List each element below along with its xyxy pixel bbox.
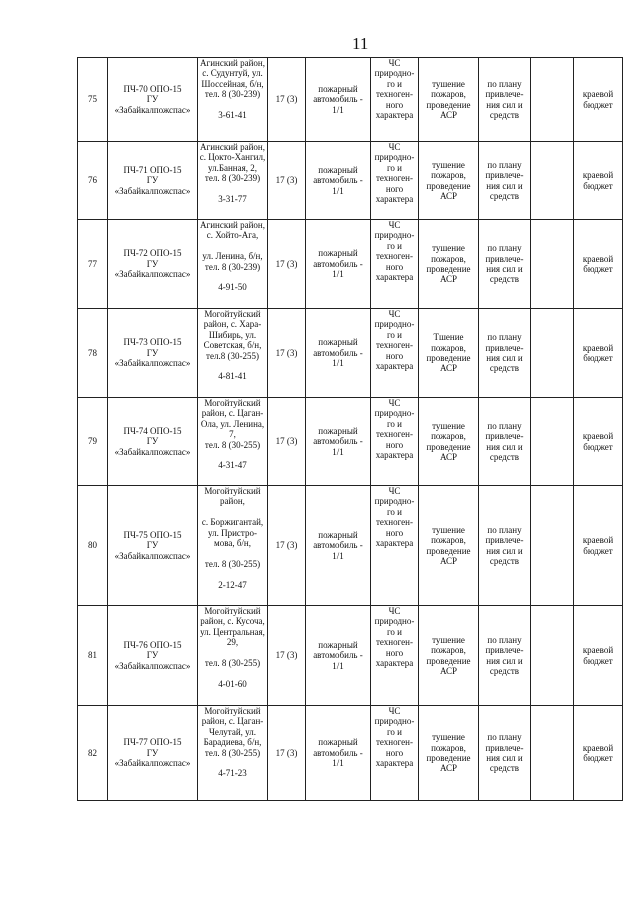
fire-units-table: 75 ПЧ-70 ОПО-15 ГУ «Забайкалпожспас» Агинс… bbox=[77, 57, 623, 801]
empty-cell-cell bbox=[530, 397, 574, 486]
unit-name-cell: ПЧ-77 ОПО-15 ГУ «Забайкалпожспас» bbox=[107, 705, 198, 801]
staff-count-cell: 17 (3) bbox=[267, 605, 306, 706]
deployment-plan-cell: по плану привлече- ния сил и средств bbox=[478, 705, 531, 801]
staff-count-cell: 17 (3) bbox=[267, 705, 306, 801]
address-cell: Агинский район, с. Хойто-Ага, ул. Ленина… bbox=[197, 219, 268, 309]
vehicle-cell: пожарный автомобиль - 1/1 bbox=[305, 308, 371, 398]
empty-cell-cell bbox=[530, 219, 574, 309]
address-cell: Агинский район, с. Цокто-Хангил, ул.Банн… bbox=[197, 141, 268, 220]
emergency-type-cell: ЧС природно- го и техноген- ного характе… bbox=[370, 397, 419, 486]
deployment-plan-cell: по плану привлече- ния сил и средств bbox=[478, 57, 531, 142]
page-number: 11 bbox=[352, 34, 369, 53]
vehicle-cell: пожарный автомобиль - 1/1 bbox=[305, 219, 371, 309]
vehicle-cell: пожарный автомобиль - 1/1 bbox=[305, 485, 371, 606]
deployment-plan-cell: по плану привлече- ния сил и средств bbox=[478, 219, 531, 309]
empty-cell-cell bbox=[530, 485, 574, 606]
table-row: 81 ПЧ-76 ОПО-15 ГУ «Забайкалпожспас» Могой… bbox=[77, 605, 623, 706]
funding-source-cell: краевой бюджет bbox=[573, 605, 623, 706]
unit-name-cell: ПЧ-70 ОПО-15 ГУ «Забайкалпожспас» bbox=[107, 57, 198, 142]
funding-source-cell: краевой бюджет bbox=[573, 705, 623, 801]
funding-source-cell: краевой бюджет bbox=[573, 141, 623, 220]
address-cell: Могойтуйский район, с. Цаган- Челутай, у… bbox=[197, 705, 268, 801]
address-cell: Могойтуйский район, с. Цаган- Ола, ул. Л… bbox=[197, 397, 268, 486]
funding-source-cell: краевой бюджет bbox=[573, 397, 623, 486]
funding-source-cell: краевой бюджет bbox=[573, 57, 623, 142]
unit-name-cell: ПЧ-73 ОПО-15 ГУ «Забайкалпожспас» bbox=[107, 308, 198, 398]
unit-name-cell: ПЧ-76 ОПО-15 ГУ «Забайкалпожспас» bbox=[107, 605, 198, 706]
funding-source-cell: краевой бюджет bbox=[573, 485, 623, 606]
empty-cell-cell bbox=[530, 605, 574, 706]
deployment-plan-cell: по плану привлече- ния сил и средств bbox=[478, 308, 531, 398]
table-row: 82 ПЧ-77 ОПО-15 ГУ «Забайкалпожспас» Могой… bbox=[77, 705, 623, 801]
unit-name-cell: ПЧ-75 ОПО-15 ГУ «Забайкалпожспас» bbox=[107, 485, 198, 606]
row-number-cell: 77 bbox=[77, 219, 108, 309]
row-number-cell: 75 bbox=[77, 57, 108, 142]
emergency-type-cell: ЧС природно- го и техноген- ного характе… bbox=[370, 308, 419, 398]
table-row: 79 ПЧ-74 ОПО-15 ГУ «Забайкалпожспас» Могой… bbox=[77, 397, 623, 486]
vehicle-cell: пожарный автомобиль - 1/1 bbox=[305, 141, 371, 220]
emergency-type-cell: ЧС природно- го и техноген- ного характе… bbox=[370, 141, 419, 220]
deployment-plan-cell: по плану привлече- ния сил и средств bbox=[478, 605, 531, 706]
staff-count-cell: 17 (3) bbox=[267, 485, 306, 606]
unit-name-cell: ПЧ-71 ОПО-15 ГУ «Забайкалпожспас» bbox=[107, 141, 198, 220]
table-row: 75 ПЧ-70 ОПО-15 ГУ «Забайкалпожспас» Агинс… bbox=[77, 57, 623, 142]
vehicle-cell: пожарный автомобиль - 1/1 bbox=[305, 57, 371, 142]
tasks-cell: тушение пожаров, проведение АСР bbox=[418, 705, 479, 801]
staff-count-cell: 17 (3) bbox=[267, 141, 306, 220]
staff-count-cell: 17 (3) bbox=[267, 219, 306, 309]
empty-cell-cell bbox=[530, 705, 574, 801]
funding-source-cell: краевой бюджет bbox=[573, 308, 623, 398]
address-cell: Могойтуйский район, с. Боржигантай, ул. … bbox=[197, 485, 268, 606]
staff-count-cell: 17 (3) bbox=[267, 308, 306, 398]
tasks-cell: тушение пожаров, проведение АСР bbox=[418, 141, 479, 220]
deployment-plan-cell: по плану привлече- ния сил и средств bbox=[478, 397, 531, 486]
row-number-cell: 79 bbox=[77, 397, 108, 486]
empty-cell-cell bbox=[530, 308, 574, 398]
tasks-cell: тушение пожаров, проведение АСР bbox=[418, 219, 479, 309]
vehicle-cell: пожарный автомобиль - 1/1 bbox=[305, 605, 371, 706]
emergency-type-cell: ЧС природно- го и техноген- ного характе… bbox=[370, 219, 419, 309]
table-row: 78 ПЧ-73 ОПО-15 ГУ «Забайкалпожспас» Могой… bbox=[77, 308, 623, 398]
table-row: 77 ПЧ-72 ОПО-15 ГУ «Забайкалпожспас» Агинс… bbox=[77, 219, 623, 309]
tasks-cell: тушение пожаров, проведение АСР bbox=[418, 397, 479, 486]
address-cell: Могойтуйский район, с. Хара- Шибирь, ул.… bbox=[197, 308, 268, 398]
empty-cell-cell bbox=[530, 141, 574, 220]
staff-count-cell: 17 (3) bbox=[267, 57, 306, 142]
tasks-cell: тушение пожаров, проведение АСР bbox=[418, 485, 479, 606]
table-row: 80 ПЧ-75 ОПО-15 ГУ «Забайкалпожспас» Могой… bbox=[77, 485, 623, 606]
tasks-cell: тушение пожаров, проведение АСР bbox=[418, 57, 479, 142]
unit-name-cell: ПЧ-72 ОПО-15 ГУ «Забайкалпожспас» bbox=[107, 219, 198, 309]
deployment-plan-cell: по плану привлече- ния сил и средств bbox=[478, 141, 531, 220]
emergency-type-cell: ЧС природно- го и техноген- ного характе… bbox=[370, 705, 419, 801]
vehicle-cell: пожарный автомобиль - 1/1 bbox=[305, 705, 371, 801]
deployment-plan-cell: по плану привлече- ния сил и средств bbox=[478, 485, 531, 606]
tasks-cell: тушение пожаров, проведение АСР bbox=[418, 605, 479, 706]
table-row: 76 ПЧ-71 ОПО-15 ГУ «Забайкалпожспас» Агинс… bbox=[77, 141, 623, 220]
row-number-cell: 78 bbox=[77, 308, 108, 398]
staff-count-cell: 17 (3) bbox=[267, 397, 306, 486]
row-number-cell: 82 bbox=[77, 705, 108, 801]
row-number-cell: 81 bbox=[77, 605, 108, 706]
empty-cell-cell bbox=[530, 57, 574, 142]
emergency-type-cell: ЧС природно- го и техноген- ного характе… bbox=[370, 485, 419, 606]
row-number-cell: 76 bbox=[77, 141, 108, 220]
tasks-cell: Тшение пожаров, проведение АСР bbox=[418, 308, 479, 398]
vehicle-cell: пожарный автомобиль - 1/1 bbox=[305, 397, 371, 486]
emergency-type-cell: ЧС природно- го и техноген- ного характе… bbox=[370, 605, 419, 706]
address-cell: Могойтуйский район, с. Кусоча, ул. Центр… bbox=[197, 605, 268, 706]
row-number-cell: 80 bbox=[77, 485, 108, 606]
unit-name-cell: ПЧ-74 ОПО-15 ГУ «Забайкалпожспас» bbox=[107, 397, 198, 486]
address-cell: Агинский район, с. Судунтуй, ул. Шоссейн… bbox=[197, 57, 268, 142]
emergency-type-cell: ЧС природно- го и техноген- ного характе… bbox=[370, 57, 419, 142]
funding-source-cell: краевой бюджет bbox=[573, 219, 623, 309]
